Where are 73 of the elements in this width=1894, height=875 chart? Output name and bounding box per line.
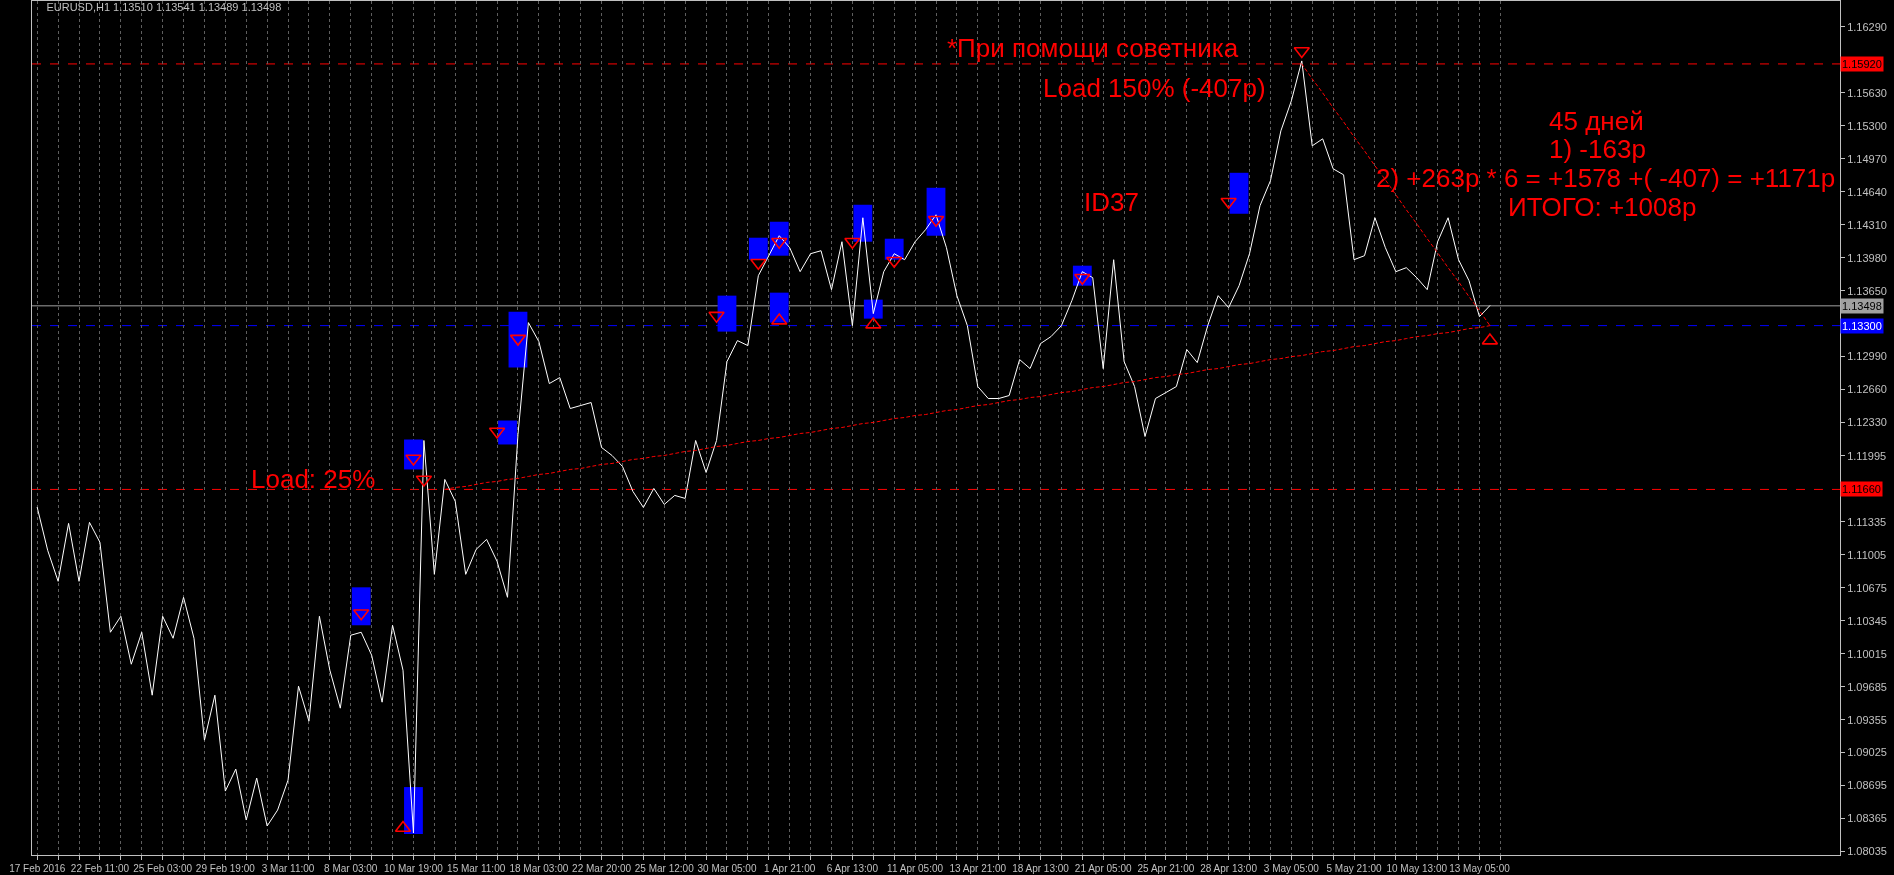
y-tick-label: 1.12660 <box>1847 383 1887 396</box>
y-tick-label: 1.13980 <box>1847 251 1887 264</box>
x-tick-label: 17 Feb 2016 <box>9 863 66 874</box>
annotation: 1) -163р <box>1549 134 1646 164</box>
chart-title: EURUSD,H1 1.13510 1.13541 1.13489 1.13498 <box>46 1 282 14</box>
x-tick-label: 10 Mar 19:00 <box>383 863 444 874</box>
bar <box>863 299 883 319</box>
y-tick-label: 1.15630 <box>1847 86 1887 99</box>
bar <box>748 237 768 260</box>
x-tick-label: 11 Apr 05:00 <box>887 863 944 874</box>
ref-line-label: 1.15920 <box>1842 58 1882 70</box>
x-tick-label: 8 Mar 03:00 <box>324 863 378 874</box>
bar <box>351 587 371 626</box>
annotation: ID37 <box>1084 187 1139 217</box>
y-tick-label: 1.08035 <box>1847 845 1887 858</box>
point <box>927 215 945 228</box>
x-tick-label: 13 Apr 21:00 <box>949 863 1007 874</box>
bar <box>498 420 517 445</box>
y-tick-label: 1.14640 <box>1847 185 1887 198</box>
y-tick-label: 1.14970 <box>1847 152 1887 165</box>
x-tick-label: 22 Feb 11:00 <box>70 863 130 874</box>
x-tick-label: 25 Apr 21:00 <box>1137 863 1195 874</box>
x-tick-label: 28 Apr 13:00 <box>1200 863 1258 874</box>
y-tick-label: 1.09685 <box>1847 680 1887 693</box>
x-tick-label: 6 Apr 13:00 <box>826 863 879 874</box>
point <box>1293 46 1311 59</box>
x-tick-label: 10 May 13:00 <box>1386 863 1448 874</box>
x-tick-label: 30 Mar 05:00 <box>697 863 757 874</box>
x-tick-label: 18 Apr 13:00 <box>1012 863 1070 874</box>
y-tick-label: 1.10015 <box>1847 647 1887 660</box>
x-tick-label: 22 Mar 20:00 <box>572 863 632 874</box>
x-tick-label: 29 Feb 19:00 <box>195 863 256 874</box>
annotation: 45 дней <box>1549 106 1644 136</box>
annotation: 2) +263р * 6 = +1578 +( -407) = +1171р <box>1376 163 1836 193</box>
y-tick-label: 1.11995 <box>1847 449 1887 462</box>
annotation: Load: 25% <box>251 464 376 494</box>
y-tick-label: 1.13650 <box>1847 284 1887 297</box>
bar <box>769 292 789 323</box>
y-tick-label: 1.09025 <box>1847 746 1887 759</box>
y-tick-label: 1.08365 <box>1847 812 1887 825</box>
point <box>1220 197 1237 210</box>
y-tick-label: 1.16290 <box>1847 20 1887 33</box>
x-tick-label: 25 Feb 03:00 <box>133 863 193 874</box>
y-tick-label: 1.10345 <box>1847 614 1887 627</box>
ref-line-label: 1.13300 <box>1842 320 1882 332</box>
x-tick-label: 1 Apr 21:00 <box>764 863 816 874</box>
x-tick-label: 3 May 05:00 <box>1263 863 1320 874</box>
y-tick-label: 1.11335 <box>1847 515 1887 528</box>
x-tick-label: 21 Apr 05:00 <box>1074 863 1132 874</box>
ref-line-label: 1.11660 <box>1842 483 1881 495</box>
point <box>750 258 767 270</box>
y-tick-label: 1.15300 <box>1847 119 1887 132</box>
annotation: Load 150% (-407p) <box>1043 73 1266 103</box>
ref-line-label: 1.13498 <box>1842 300 1882 312</box>
x-tick-label: 15 Mar 11:00 <box>447 863 506 874</box>
x-tick-label: 5 May 21:00 <box>1326 863 1382 874</box>
y-tick-label: 1.09355 <box>1847 713 1887 726</box>
y-tick-label: 1.12330 <box>1847 416 1887 429</box>
point <box>1074 273 1091 285</box>
point <box>708 311 725 323</box>
x-tick-label: 18 Mar 03:00 <box>509 863 569 874</box>
annotation: ИТОГО: +1008р <box>1508 192 1697 222</box>
y-tick-label: 1.14310 <box>1847 218 1887 231</box>
x-tick-label: 3 Mar 11:00 <box>261 863 315 874</box>
point <box>844 237 861 250</box>
x-tick-label: 13 May 05:00 <box>1449 863 1511 874</box>
x-tick-label: 25 Mar 12:00 <box>634 863 695 874</box>
y-tick-label: 1.11005 <box>1847 548 1887 561</box>
bar <box>1229 172 1249 214</box>
y-tick-label: 1.08695 <box>1847 779 1887 792</box>
y-tick-label: 1.10675 <box>1847 581 1887 594</box>
annotation: *При помощи советника <box>947 33 1239 63</box>
y-tick-label: 1.12990 <box>1847 350 1887 363</box>
